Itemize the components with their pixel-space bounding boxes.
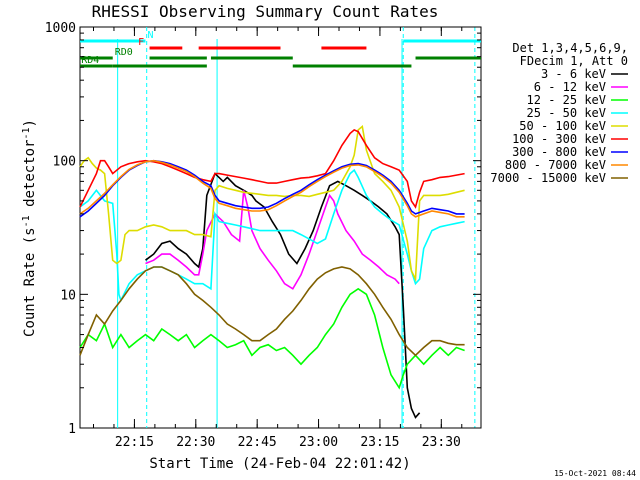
plot-frame bbox=[79, 26, 482, 429]
x-axis-label: Start Time (24-Feb-04 22:01:42) bbox=[149, 456, 410, 472]
series-line bbox=[79, 128, 465, 209]
y-tick-label: 10 bbox=[60, 288, 76, 303]
legend-entry-label: 25 - 50 keV bbox=[527, 106, 606, 120]
legend-entry-label: 7000 - 15000 keV bbox=[490, 171, 606, 185]
y-axis-label: Count Rate (s-1 detector-1) bbox=[21, 119, 38, 337]
x-tick-label: 22:45 bbox=[238, 435, 277, 450]
series-line bbox=[79, 266, 465, 357]
legend-entry-label: 3 - 6 keV bbox=[541, 67, 606, 81]
series-line bbox=[79, 287, 465, 390]
x-tick-label: 22:15 bbox=[115, 435, 154, 450]
legend-entry-label: 6 - 12 keV bbox=[534, 80, 606, 94]
y-tick-label: 100 bbox=[53, 155, 76, 170]
y-tick-label: 1 bbox=[68, 422, 76, 437]
legend-entry-label: 50 - 100 keV bbox=[519, 119, 606, 133]
flag-label-f: F bbox=[138, 37, 144, 48]
series-line bbox=[145, 190, 400, 290]
legend-header: Det 1,3,4,5,6,9, bbox=[512, 41, 628, 55]
series-line bbox=[79, 168, 465, 303]
legend-entry-label: 12 - 25 keV bbox=[527, 93, 606, 107]
x-tick-label: 23:00 bbox=[299, 435, 338, 450]
flag-label-rd0: RD0 bbox=[115, 47, 133, 58]
plot-area: NF RD0 RD4 bbox=[79, 26, 482, 429]
x-tick-label: 22:30 bbox=[176, 435, 215, 450]
x-tick-label: 23:15 bbox=[360, 435, 399, 450]
chart-title: RHESSI Observing Summary Count Rates bbox=[92, 2, 439, 21]
legend-entry-label: 100 - 300 keV bbox=[512, 132, 606, 146]
series-line bbox=[79, 159, 465, 218]
footer-timestamp: 15-Oct-2021 08:44 bbox=[554, 469, 636, 478]
x-axis: 22:15 22:30 22:45 23:00 23:15 23:30 bbox=[93, 27, 463, 450]
series-line bbox=[79, 125, 465, 283]
y-axis: 1 10 100 1000 bbox=[45, 21, 481, 437]
x-tick-label: 23:30 bbox=[422, 435, 461, 450]
y-tick-label: 1000 bbox=[45, 21, 76, 36]
legend-header: FDecim 1, Att 0 bbox=[520, 54, 628, 68]
legend-entry-label: 300 - 800 keV bbox=[512, 145, 606, 159]
flag-label-rd4: RD4 bbox=[81, 55, 99, 66]
flag-label-n: N bbox=[148, 30, 154, 41]
legend-entry-label: 800 - 7000 keV bbox=[505, 158, 606, 172]
legend: Det 1,3,4,5,6,9,FDecim 1, Att 03 - 6 keV… bbox=[490, 41, 628, 185]
